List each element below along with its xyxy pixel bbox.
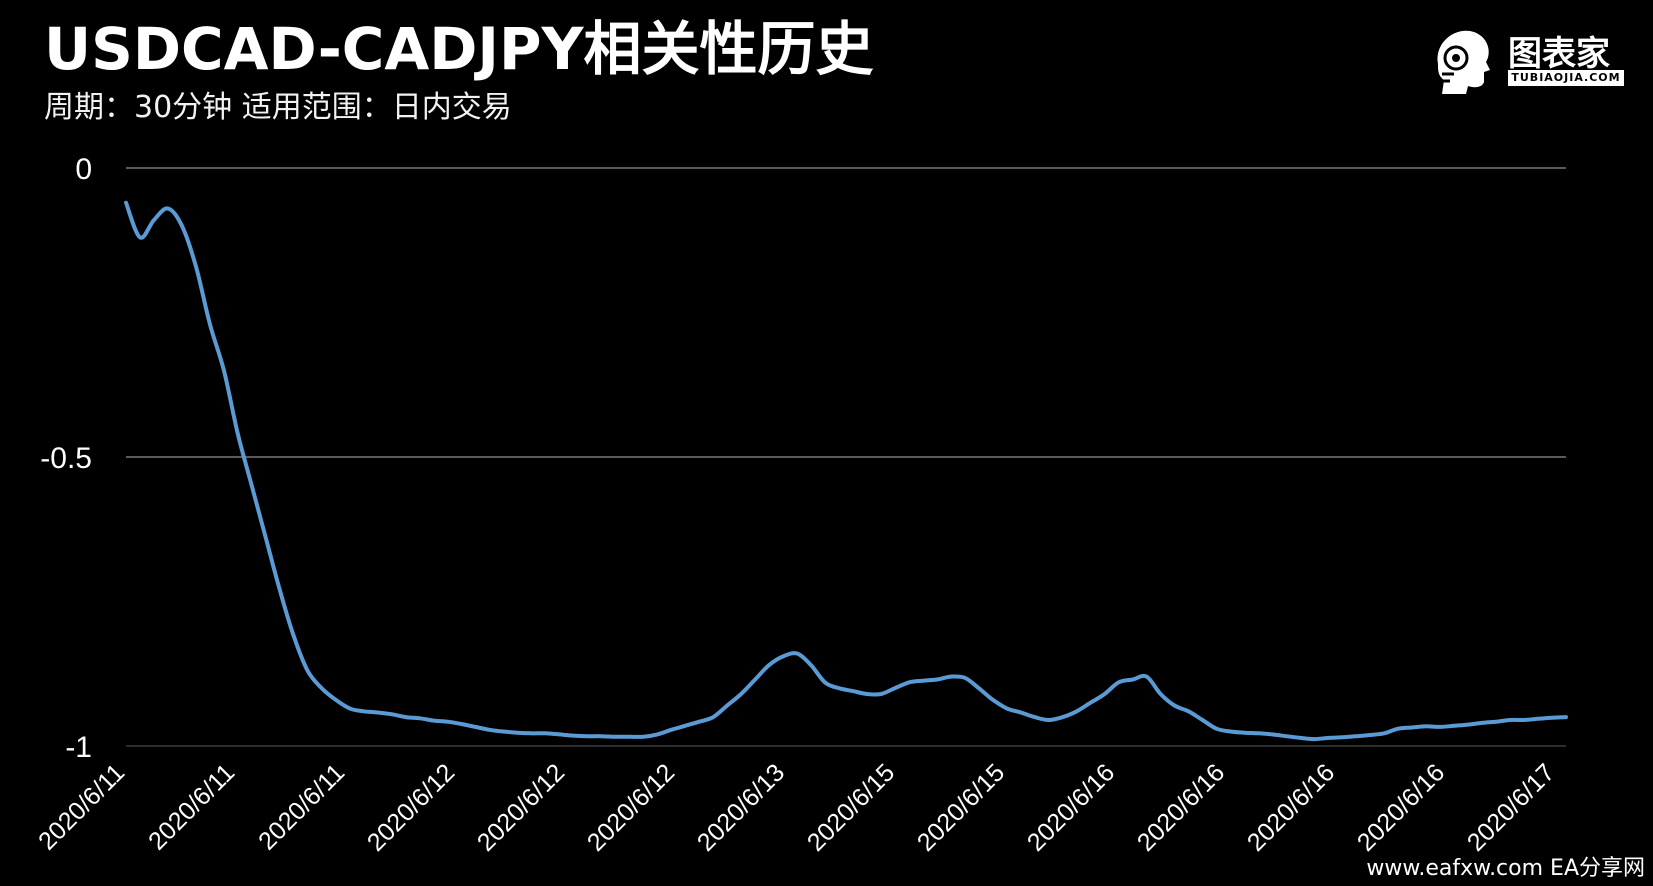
watermark: www.eafxw.com EA分享网	[1366, 856, 1645, 881]
x-tick-label: 2020/6/11	[143, 758, 240, 855]
x-tick-label: 2020/6/11	[253, 758, 350, 855]
x-tick-label: 2020/6/13	[692, 758, 790, 856]
x-tick-label: 2020/6/11	[33, 758, 130, 855]
y-tick-label: 0	[75, 153, 92, 186]
y-tick-label: -1	[65, 731, 92, 764]
page-subtitle: 周期：30分钟 适用范围：日内交易	[44, 90, 512, 125]
x-axis: 2020/6/11 2020/6/11 2020/6/11 2020/6/12 2020…	[33, 758, 1560, 856]
y-tick-label: -0.5	[40, 442, 92, 475]
x-tick-label: 2020/6/16	[1132, 758, 1230, 856]
x-tick-label: 2020/6/12	[362, 758, 460, 856]
x-tick-label: 2020/6/16	[1022, 758, 1120, 856]
x-tick-label: 2020/6/15	[802, 758, 900, 856]
x-tick-label: 2020/6/16	[1352, 758, 1450, 856]
logo-brand-sub: TUBIAOJIA.COM	[1508, 70, 1624, 86]
x-tick-label: 2020/6/17	[1462, 758, 1560, 856]
x-tick-label: 2020/6/12	[582, 758, 680, 856]
logo: 图表家 TUBIAOJIA.COM	[1426, 24, 1626, 96]
page-title: USDCAD-CADJPY相关性历史	[44, 15, 874, 83]
logo-brand: 图表家	[1508, 34, 1610, 74]
grid-layer	[126, 167, 1566, 747]
logo-head-icon	[1437, 30, 1490, 94]
series-line	[124, 200, 1568, 742]
y-axis: 0 -0.5 -1	[40, 153, 92, 764]
x-tick-label: 2020/6/16	[1242, 758, 1340, 856]
x-tick-label: 2020/6/12	[472, 758, 570, 856]
x-tick-label: 2020/6/15	[912, 758, 1010, 856]
